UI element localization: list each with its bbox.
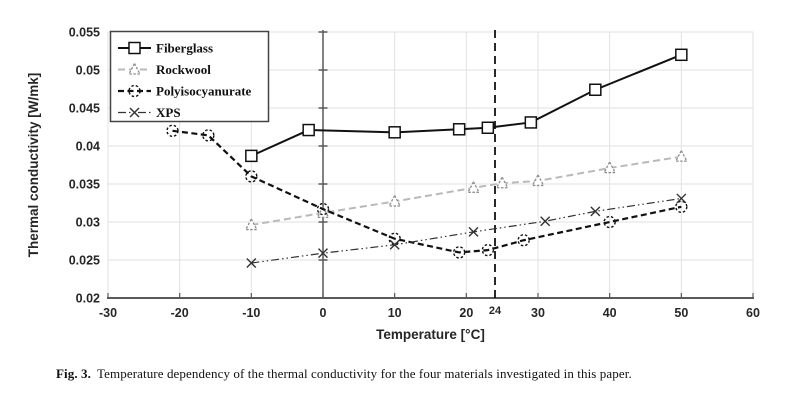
y-tick-label: 0.03 — [76, 216, 100, 230]
x-axis-line — [107, 293, 754, 299]
marker-triangle-rockwool — [316, 205, 330, 219]
y-tick-label: 0.055 — [69, 26, 100, 40]
legend-label-polyisocyanurate: Polyisocyanurate — [156, 84, 252, 99]
x-axis-title: Temperature [°C] — [376, 327, 485, 342]
legend-item-rockwool: Rockwool — [118, 62, 211, 77]
marker-square-fiberglass — [675, 48, 688, 62]
x-tick-label: 50 — [674, 306, 688, 320]
x-tick-label: 10 — [388, 306, 402, 320]
legend-item-polyisocyanurate: Polyisocyanurate — [118, 84, 252, 99]
legend-item-xps: XPS — [118, 105, 181, 120]
marker-square-fiberglass — [589, 83, 602, 97]
series-xps — [246, 193, 687, 269]
marker-square-fiberglass — [452, 123, 466, 136]
marker-square-fiberglass — [524, 116, 538, 129]
marker-x-xps — [540, 216, 551, 227]
marker-square-fiberglass — [245, 149, 258, 163]
y-tick-labels: 0.02 0.025 0.03 0.035 0.04 0.045 0.05 0.055 — [69, 26, 100, 306]
x-tick-label: -20 — [171, 306, 189, 320]
marker-circle-polyisocyanurate — [481, 243, 495, 257]
x-tick-label: -10 — [242, 306, 260, 320]
marker-circle-polyisocyanurate — [166, 124, 179, 138]
x-tick-label: 30 — [531, 306, 545, 320]
marker-triangle-rockwool — [466, 180, 481, 193]
y-axis-title: Thermal conductivity [W/mk] — [26, 73, 41, 258]
legend-label-fiberglass: Fiberglass — [156, 41, 213, 56]
figure-caption-text: Temperature dependency of the thermal co… — [97, 366, 632, 381]
marker-square-fiberglass — [128, 41, 141, 55]
series-fiberglass — [245, 48, 688, 163]
marker-square-fiberglass — [481, 121, 495, 135]
y-tick-label: 0.025 — [69, 254, 100, 268]
marker-circle-polyisocyanurate — [128, 84, 141, 98]
legend-label-rockwool: Rockwool — [156, 62, 211, 77]
x-tick-label-24: 24 — [489, 305, 502, 317]
x-tick-labels: -30 -20 -10 0 10 20 30 40 50 60 24 — [99, 305, 760, 320]
series-rockwool — [244, 149, 688, 231]
y-tick-label: 0.045 — [69, 102, 100, 116]
x-tick-label: 20 — [459, 306, 473, 320]
marker-x-xps — [590, 206, 601, 217]
marker-circle-polyisocyanurate — [202, 129, 215, 142]
marker-triangle-rockwool — [674, 149, 688, 162]
y-tick-label: 0.02 — [76, 292, 100, 306]
legend-label-xps: XPS — [156, 105, 181, 120]
marker-triangle-rockwool — [495, 175, 509, 189]
marker-circle-polyisocyanurate — [316, 202, 330, 216]
legend: Fiberglass Rockwool Polyisocyanurate XPS — [109, 30, 270, 123]
marker-circle-polyisocyanurate — [245, 170, 258, 183]
x-tick-label: 0 — [320, 306, 327, 320]
marker-x-xps — [246, 258, 257, 269]
marker-triangle-rockwool — [244, 217, 258, 231]
legend-item-fiberglass: Fiberglass — [118, 41, 213, 56]
chart-canvas: Fiberglass Rockwool Polyisocyanurate XPS 0.0… — [26, 26, 760, 343]
figure-caption: Fig. 3. Temperature dependency of the the… — [56, 366, 776, 382]
marker-x-xps — [676, 193, 687, 204]
x-tick-label: 40 — [603, 306, 617, 320]
y-axis-line — [318, 30, 328, 299]
marker-square-fiberglass — [388, 126, 401, 139]
marker-circle-polyisocyanurate — [388, 232, 401, 245]
y-tick-label: 0.05 — [76, 64, 100, 78]
marker-square-fiberglass — [302, 123, 315, 137]
marker-triangle-rockwool — [388, 194, 402, 207]
x-tick-label: -30 — [99, 306, 117, 320]
marker-circle-polyisocyanurate — [452, 246, 466, 259]
marker-x-xps — [389, 239, 400, 250]
x-tick-label: 60 — [746, 306, 760, 320]
marker-x-xps — [318, 248, 328, 259]
y-tick-label: 0.04 — [76, 140, 100, 154]
y-tick-label: 0.035 — [69, 178, 100, 192]
marker-circle-polyisocyanurate — [517, 234, 530, 247]
marker-circle-polyisocyanurate — [603, 215, 616, 229]
marker-triangle-rockwool — [127, 62, 142, 75]
marker-x-xps — [468, 226, 479, 237]
series-polyisocyanurate — [166, 124, 688, 259]
marker-triangle-rockwool — [603, 160, 617, 174]
marker-circle-polyisocyanurate — [675, 200, 688, 214]
marker-x-xps — [129, 107, 140, 118]
marker-triangle-rockwool — [531, 173, 545, 187]
figure-caption-label: Fig. 3. — [56, 366, 92, 381]
